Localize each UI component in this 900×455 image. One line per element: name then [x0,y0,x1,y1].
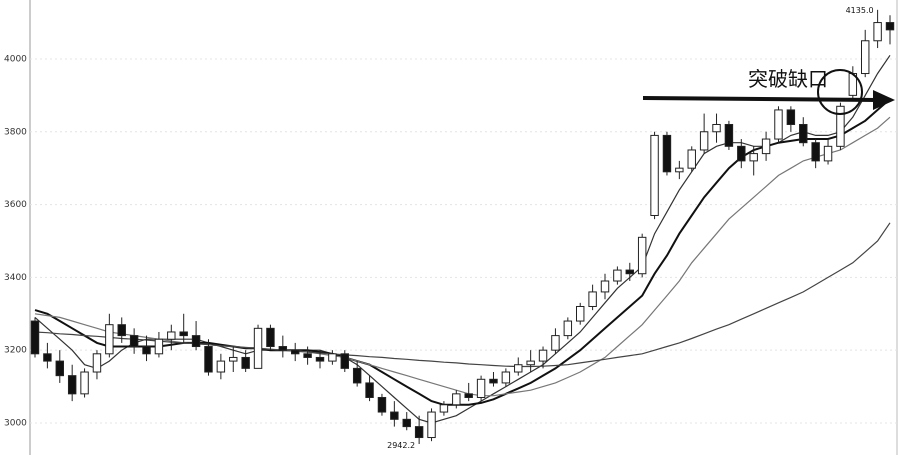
candle-body [600,280,610,293]
candle-body [55,360,64,377]
candle-body [464,393,473,398]
candle-body [452,393,461,406]
candle-body [291,349,300,355]
candle-body [749,153,758,162]
moving-average-line [34,222,891,368]
candle-body [204,346,213,373]
candle-body [687,149,696,169]
candle-body [340,353,349,369]
candle-body [402,418,411,428]
candle-body [129,335,139,348]
gap-label: 突破缺口 [748,67,828,91]
candle-body [625,269,635,275]
candle-body [179,331,188,337]
candle-body [328,353,337,362]
candle-body [861,40,870,75]
candle-body [811,142,820,162]
candle-body [588,291,597,307]
moving-average-line [34,98,891,406]
arrow-head [873,90,895,110]
candle-body [576,305,585,322]
candle-body [253,327,263,369]
candle-body [799,123,808,144]
candle-body [501,371,511,384]
candle-body [675,167,684,173]
candle-body [836,105,845,147]
candle-body [352,367,362,384]
candle-body [538,349,548,362]
high-label: 4135.0 [846,6,874,15]
candle-body [427,411,436,439]
moving-average-line [34,54,891,424]
candle-body [551,335,560,351]
y-tick-label: 3000 [4,418,27,428]
candle-body [514,364,523,373]
y-tick-label: 3600 [4,200,27,210]
candle-body [439,404,449,413]
candle-body [786,109,796,125]
candle-body [712,123,721,133]
moving-averages [34,54,891,424]
candle-body [774,109,783,140]
low-label: 2942.2 [387,441,415,450]
candle-body [761,138,771,155]
candle-body [613,269,622,282]
candle-body [67,375,77,395]
y-tick-label: 3200 [4,346,27,356]
candle-body [526,360,535,366]
candle-body [142,346,151,355]
candle-body [216,360,226,373]
candle-body [191,335,201,348]
candle-body [266,327,275,348]
candle-body [92,353,102,373]
candle-body [30,320,40,355]
candle-body [105,324,114,355]
candle-body [117,324,126,337]
candle-body [377,396,387,413]
candle-body [43,353,52,362]
candle-body [229,356,238,362]
candle-body [873,22,882,42]
candle-body [167,331,176,340]
candle-body [414,426,424,439]
candle-body [315,356,325,362]
candle-body [699,131,709,151]
candle-body [563,320,573,337]
candle-body [80,371,89,395]
candles [30,9,895,445]
grid: 3000 3200 3400 3600 3800 4000 [4,54,897,428]
candle-body [476,378,486,398]
candle-body [390,411,399,420]
arrow-shaft [642,96,879,102]
candle-body [241,356,250,369]
candle-body [489,378,498,384]
candle-body [303,353,312,358]
y-tick-label: 3400 [4,273,27,283]
candle-body [278,346,288,351]
candle-body [885,22,895,31]
y-tick-label: 3800 [4,127,27,137]
candle-body [365,382,374,398]
candle-body [724,123,734,147]
gap-circle [817,69,863,115]
moving-average-line [34,116,891,397]
candle-body [154,338,164,355]
candle-body [823,145,833,162]
candle-body [637,236,647,275]
candle-body [662,134,672,173]
candle-body [650,134,659,216]
candle-body [737,145,746,162]
annotations: 4135.0 2942.2 [387,6,873,450]
y-tick-label: 4000 [4,54,27,64]
